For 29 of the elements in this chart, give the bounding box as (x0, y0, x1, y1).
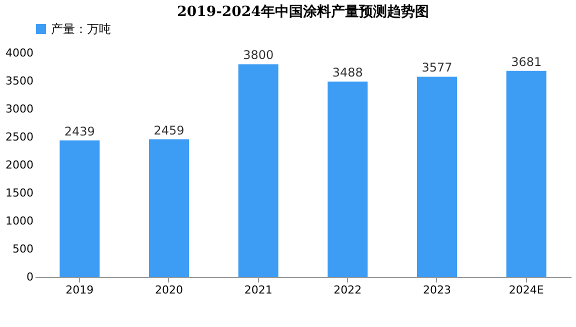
x-tick-label: 2022 (334, 284, 362, 296)
y-tick-label: 3500 (6, 74, 34, 88)
y-tick-label: 0 (26, 270, 34, 284)
x-tick-label: 2020 (155, 284, 183, 296)
x-tick-label: 2023 (423, 284, 451, 296)
data-label: 3488 (332, 66, 363, 80)
y-tick-label: 2000 (6, 158, 34, 172)
data-label: 3800 (243, 48, 274, 62)
y-tick-label: 3000 (6, 102, 34, 116)
y-tick-label: 4000 (6, 46, 34, 60)
bar (506, 70, 546, 277)
data-label: 2439 (64, 124, 95, 138)
legend-label: 产量：万吨 (51, 22, 111, 36)
bar (328, 82, 368, 277)
data-label: 2459 (154, 123, 184, 138)
y-tick-label: 2500 (6, 130, 34, 144)
x-tick-label: 2021 (244, 284, 272, 296)
data-label: 3681 (511, 54, 542, 69)
y-tick-label: 1500 (6, 186, 34, 200)
data-label: 3577 (422, 60, 452, 75)
y-tick-label: 1000 (6, 214, 34, 228)
x-tick-label: 2019 (66, 284, 94, 296)
bar (149, 139, 189, 277)
bar (238, 64, 278, 277)
bar (60, 140, 100, 277)
y-tick-label: 500 (12, 242, 34, 256)
x-tick-label: 2024E (508, 284, 544, 296)
chart-title: 2019-2024年中国涂料产量预测趋势图 (177, 3, 429, 20)
bar (417, 76, 457, 277)
